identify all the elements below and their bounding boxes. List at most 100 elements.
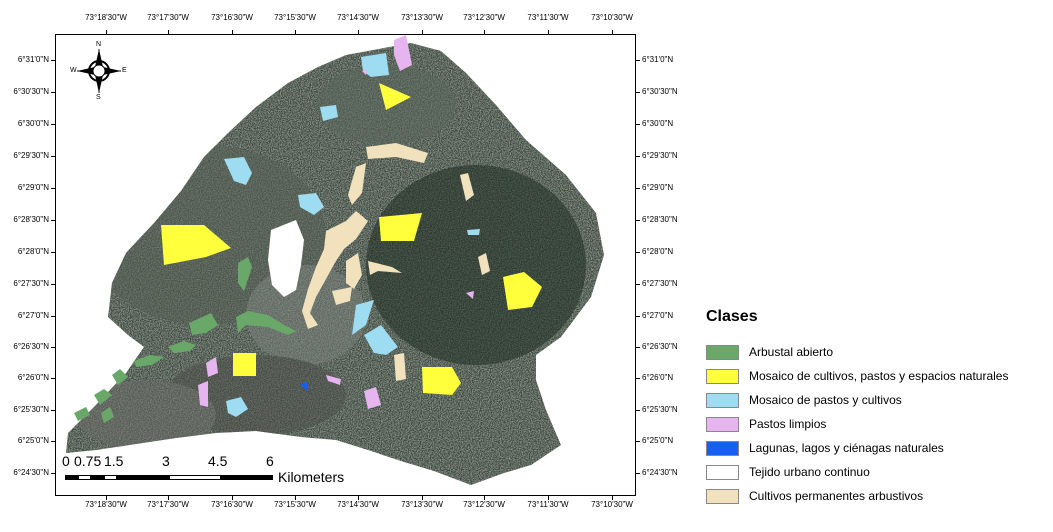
- crop-mosaic-polygon[interactable]: [379, 213, 422, 241]
- crop-mosaic-polygon[interactable]: [161, 225, 231, 265]
- scale-segment: [221, 475, 273, 480]
- coordinate-tick: [51, 441, 55, 442]
- pasture-mosaic-polygon[interactable]: [352, 300, 374, 335]
- coordinate-tick: [295, 30, 296, 34]
- clean-pasture-polygon[interactable]: [326, 375, 341, 385]
- crop-mosaic-polygon[interactable]: [379, 83, 411, 110]
- scale-segment: [91, 475, 104, 480]
- coordinate-tick: [636, 124, 640, 125]
- coordinate-label: 6°25'30"N: [642, 405, 678, 414]
- coordinate-tick: [636, 252, 640, 253]
- coordinate-label: 6°28'30"N: [13, 215, 49, 224]
- pasture-mosaic-polygon[interactable]: [361, 53, 389, 77]
- coordinate-tick: [548, 496, 549, 500]
- coordinate-label: 6°30'30"N: [13, 87, 49, 96]
- open-shrubland-polygon[interactable]: [236, 311, 296, 335]
- pasture-mosaic-polygon[interactable]: [364, 325, 398, 355]
- coordinate-tick: [548, 30, 549, 34]
- clean-pasture-polygon[interactable]: [394, 35, 412, 71]
- open-shrubland-polygon[interactable]: [168, 341, 196, 353]
- coordinate-label: 6°28'0"N: [17, 247, 49, 256]
- coordinate-tick: [51, 473, 55, 474]
- perennial-crops-polygon[interactable]: [394, 353, 406, 381]
- crop-mosaic-polygon[interactable]: [503, 272, 542, 310]
- coordinate-tick: [484, 496, 485, 500]
- open-shrubland-polygon[interactable]: [112, 369, 128, 385]
- coordinate-tick: [51, 378, 55, 379]
- coordinate-tick: [484, 30, 485, 34]
- coordinate-label: 73°13'30"W: [401, 500, 443, 509]
- coordinate-label: 6°29'0"N: [17, 183, 49, 192]
- perennial-crops-polygon[interactable]: [346, 253, 362, 289]
- coordinate-label: 73°12'30"W: [463, 13, 505, 22]
- coordinate-tick: [636, 441, 640, 442]
- pasture-mosaic-polygon[interactable]: [467, 229, 480, 235]
- coordinate-label: 73°10'30"W: [591, 500, 633, 509]
- map-frame[interactable]: N S W E 0 0.75 1.5 3 4.5 6 Kilometers: [55, 34, 636, 496]
- coordinate-label: 6°24'30"N: [642, 468, 678, 477]
- coordinate-label: 6°30'0"N: [17, 119, 49, 128]
- coordinate-label: 73°16'30"W: [211, 500, 253, 509]
- clean-pasture-polygon[interactable]: [198, 381, 208, 407]
- urban-area[interactable]: [268, 220, 304, 297]
- scale-label: 6: [266, 453, 274, 469]
- coordinate-tick: [106, 496, 107, 500]
- scale-segment: [117, 475, 169, 480]
- open-shrubland-polygon[interactable]: [189, 313, 218, 335]
- perennial-crops-polygon[interactable]: [332, 287, 352, 305]
- perennial-crops-polygon[interactable]: [302, 211, 368, 329]
- legend-item: Lagunas, lagos y ciénagas naturales: [706, 436, 1046, 460]
- pasture-mosaic-polygon[interactable]: [320, 105, 338, 121]
- perennial-crops-polygon[interactable]: [348, 163, 366, 205]
- compass-south: S: [96, 94, 101, 101]
- coordinate-tick: [168, 30, 169, 34]
- open-shrubland-polygon[interactable]: [94, 389, 112, 405]
- lagoon-polygon[interactable]: [300, 381, 308, 391]
- pasture-mosaic-polygon[interactable]: [298, 193, 324, 215]
- pasture-mosaic-polygon[interactable]: [226, 397, 248, 417]
- perennial-crops-polygon[interactable]: [478, 253, 490, 275]
- coordinate-tick: [51, 284, 55, 285]
- coordinate-tick: [358, 30, 359, 34]
- crop-mosaic-polygon[interactable]: [233, 353, 256, 376]
- coordinate-tick: [106, 30, 107, 34]
- coordinate-label: 6°29'30"N: [13, 151, 49, 160]
- coordinate-tick: [51, 124, 55, 125]
- coordinate-tick: [636, 92, 640, 93]
- coordinate-tick: [51, 410, 55, 411]
- open-shrubland-polygon[interactable]: [101, 407, 114, 423]
- clean-pasture-polygon[interactable]: [206, 357, 218, 377]
- open-shrubland-polygon[interactable]: [74, 407, 90, 421]
- coordinate-tick: [636, 410, 640, 411]
- coordinate-tick: [51, 92, 55, 93]
- open-shrubland-polygon[interactable]: [134, 355, 164, 367]
- legend-title: Clases: [706, 308, 758, 325]
- coordinate-label: 6°31'0"N: [17, 55, 49, 64]
- crop-mosaic-polygon[interactable]: [422, 367, 461, 395]
- perennial-crops-polygon[interactable]: [460, 173, 474, 201]
- coordinate-label: 6°30'0"N: [642, 119, 674, 128]
- map-canvas: [66, 35, 604, 485]
- coordinate-tick: [168, 496, 169, 500]
- clean-pasture-polygon[interactable]: [364, 387, 381, 409]
- compass-north: N: [96, 41, 102, 48]
- coordinate-tick: [636, 220, 640, 221]
- legend-swatch: [706, 440, 739, 456]
- coordinate-tick: [232, 30, 233, 34]
- coordinate-tick: [636, 60, 640, 61]
- legend-item: Pastos limpios: [706, 412, 1046, 436]
- clean-pasture-polygon[interactable]: [362, 69, 368, 75]
- perennial-crops-polygon[interactable]: [368, 261, 402, 275]
- perennial-crops-polygon[interactable]: [366, 143, 428, 163]
- legend-swatch: [706, 368, 739, 384]
- pasture-mosaic-polygon[interactable]: [224, 157, 252, 185]
- coordinate-tick: [422, 496, 423, 500]
- coordinate-label: 73°18'30"W: [85, 500, 127, 509]
- open-shrubland-polygon[interactable]: [238, 257, 252, 291]
- legend-label: Tejido urbano continuo: [749, 465, 870, 479]
- clean-pasture-polygon[interactable]: [466, 291, 474, 299]
- coordinate-tick: [51, 347, 55, 348]
- coordinate-label: 6°26'30"N: [642, 342, 678, 351]
- coordinate-tick: [636, 156, 640, 157]
- coordinate-tick: [422, 30, 423, 34]
